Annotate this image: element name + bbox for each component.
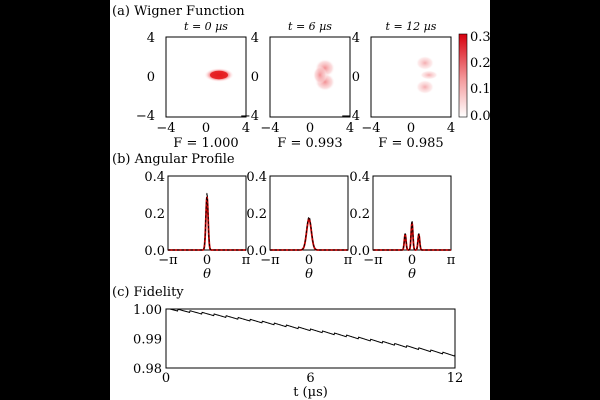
frame-2-ytick-bot: −4 (240, 109, 259, 124)
frame-3-ytick-mid: 0 (352, 70, 360, 85)
frame-2-lobe-center (313, 66, 327, 84)
fidelity-line (166, 308, 456, 357)
panel-b-angular-profiles: 0.40.20.0−π 0 πθ0.40.20.0−π 0 πθ0.40.20.0−π 0… (144, 170, 455, 282)
frame-1-ytick-mid: 0 (147, 70, 155, 85)
frame-3-lobe-upper (416, 56, 434, 70)
angular-ytick-1-2: 0.2 (144, 207, 165, 222)
angular-reference-line-1 (168, 192, 246, 251)
angular-axes-3 (372, 175, 452, 251)
frame-3-xtick-left: −4 (361, 121, 380, 136)
frame-1-fidelity: F = 1.000 (173, 136, 238, 151)
frame-2-xtick-left: −4 (260, 121, 279, 136)
frame-3-ytick-bot: −4 (341, 109, 360, 124)
frame-1-xtick-right: 4 (242, 121, 250, 136)
fidelity-xtick-1: 0 (162, 371, 170, 386)
angular-xlabel-3: θ (408, 267, 416, 282)
frame-3-xtick-mid: 0 (407, 121, 415, 136)
frame-3-fidelity: F = 0.985 (378, 136, 443, 151)
frame-3-lobe-lower (416, 80, 434, 94)
frame-2-xtick-right: 4 (346, 121, 354, 136)
angular-ytick-1-3: 0.0 (144, 244, 165, 259)
angular-reference-line-2 (270, 216, 348, 251)
frame-2-fidelity: F = 0.993 (277, 136, 342, 151)
colorbar-tick-1: 0.3 (470, 30, 491, 45)
frame-1-ytick-bot: −4 (136, 109, 155, 124)
angular-ytick-2-1: 0.4 (246, 170, 267, 185)
frame-2-ytick-mid: 0 (251, 70, 259, 85)
angular-ytick-2-3: 0.0 (246, 244, 267, 259)
frame-3-lobe-middle (420, 70, 438, 80)
fidelity-xtick-3: 12 (447, 371, 464, 386)
heatmap-frame-3: t = 12 µs 4 0 −4 −4 0 4 F = 0.985 (341, 20, 455, 151)
fidelity-xtick-2: 6 (306, 371, 314, 386)
colorbar-tick-3: 0.1 (470, 82, 491, 97)
frame-2-xtick-mid: 0 (306, 121, 314, 136)
fidelity-ytick-3: 0.98 (133, 362, 162, 377)
angular-xtick-3-3: π (447, 253, 456, 268)
angular-subplot-2: 0.4 0.2 0.0−π 0 π θ (246, 170, 352, 282)
fidelity-ytick-2: 0.99 (133, 333, 162, 348)
panel-c-fidelity-plot: 1.00 0.99 0.980 6 12 t (µs) (133, 303, 463, 400)
colorbar-tick-4: 0.0 (470, 109, 491, 124)
angular-ytick-3-2: 0.2 (349, 207, 370, 222)
angular-ytick-3-3: 0.0 (349, 244, 370, 259)
frame-3-xtick-right: 4 (447, 121, 455, 136)
colorbar-gradient (458, 33, 468, 118)
angular-xlabel-1: θ (203, 267, 211, 282)
frame-1-xtick-mid: 0 (202, 121, 210, 136)
fidelity-axes (165, 308, 456, 369)
panel-b-label: (b) Angular Profile (112, 152, 235, 167)
angular-xtick-2-2: 0 (305, 253, 313, 268)
frame-2-axes (269, 36, 351, 118)
frame-1-xtick-left: −4 (156, 121, 175, 136)
angular-ytick-3-1: 0.4 (349, 170, 370, 185)
angular-xtick-1-1: −π (158, 253, 178, 268)
fidelity-ytick-1: 1.00 (133, 303, 162, 318)
frame-3-ytick-top: 4 (352, 31, 360, 46)
angular-xtick-3-1: −π (363, 253, 383, 268)
frame-2-time-label: t = 6 µs (288, 20, 332, 33)
panel-a-heatmaps: t = 0 µs 4 0 −4 −4 0 4 F = 1.000 t = 6 µ… (136, 20, 491, 151)
fidelity-xlabel: t (µs) (293, 385, 328, 400)
angular-subplot-3: 0.4 0.2 0.0−π 0 π θ (349, 170, 455, 282)
colorbar: 0.3 0.2 0.1 0.0 (458, 30, 491, 124)
frame-3-time-label: t = 12 µs (386, 20, 437, 33)
angular-ytick-1-1: 0.4 (144, 170, 165, 185)
angular-ytick-2-2: 0.2 (246, 207, 267, 222)
frame-1-wigner-core (210, 70, 228, 80)
frame-1-ytick-top: 4 (147, 31, 155, 46)
angular-axes-2 (269, 175, 349, 251)
heatmap-frame-2: t = 6 µs 4 0 −4 −4 0 4 F = 0.993 (240, 20, 354, 151)
colorbar-tick-2: 0.2 (470, 56, 491, 71)
angular-axes-1 (167, 175, 247, 251)
frame-3-axes (370, 36, 452, 118)
angular-xlabel-2: θ (305, 267, 313, 282)
angular-xtick-1-2: 0 (203, 253, 211, 268)
angular-xtick-2-3: π (344, 253, 353, 268)
angular-xtick-2-1: −π (260, 253, 280, 268)
panel-c-label: (c) Fidelity (112, 285, 184, 300)
frame-2-ytick-top: 4 (251, 31, 259, 46)
panel-a-label: (a) Wigner Function (112, 4, 245, 19)
heatmap-frame-1: t = 0 µs 4 0 −4 −4 0 4 F = 1.000 (136, 20, 250, 151)
frame-1-time-label: t = 0 µs (184, 20, 228, 33)
angular-xtick-1-3: π (242, 253, 251, 268)
angular-subplot-1: 0.4 0.2 0.0−π 0 π θ (144, 170, 250, 282)
angular-xtick-3-2: 0 (408, 253, 416, 268)
